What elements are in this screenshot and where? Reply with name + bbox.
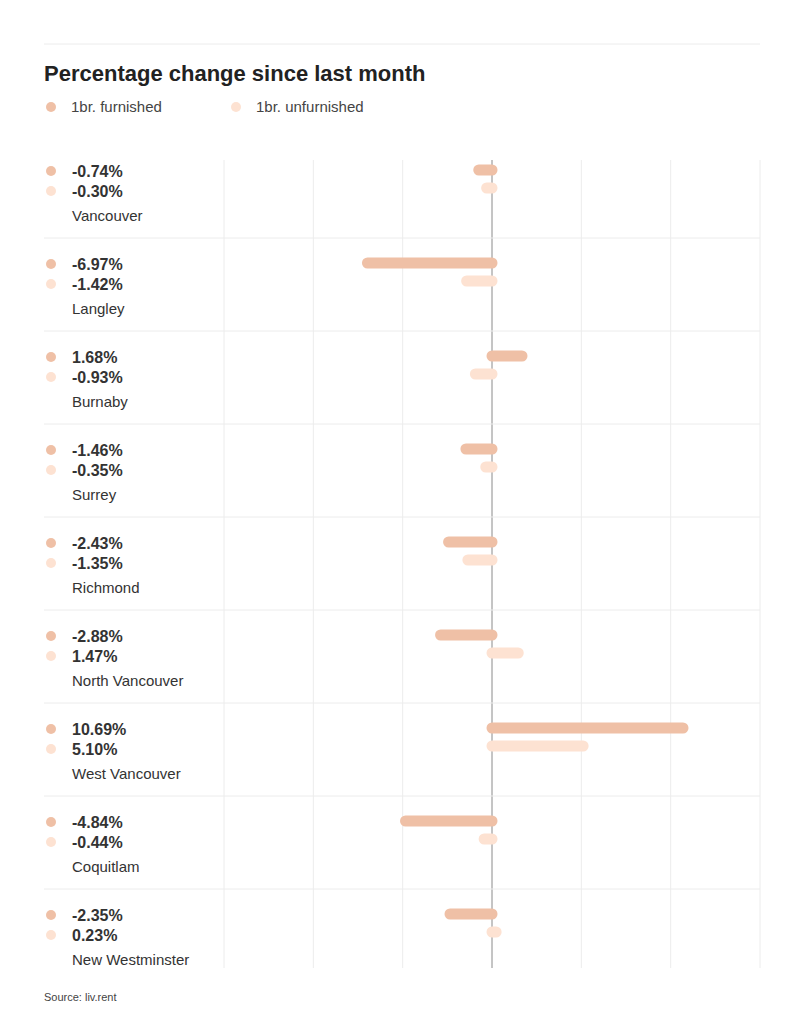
category-label: Richmond bbox=[72, 579, 140, 596]
bar bbox=[492, 927, 496, 938]
bar bbox=[492, 723, 683, 734]
category-label: Vancouver bbox=[72, 207, 143, 224]
grid-line bbox=[313, 160, 314, 968]
label-dot bbox=[46, 465, 56, 475]
label-dot bbox=[46, 352, 56, 362]
label-dot bbox=[46, 558, 56, 568]
row-separator bbox=[44, 517, 760, 518]
row-separator bbox=[44, 238, 760, 239]
category-label: West Vancouver bbox=[72, 765, 181, 782]
data-label: -1.46% bbox=[72, 442, 123, 459]
bar bbox=[484, 834, 492, 845]
row-separator bbox=[44, 796, 760, 797]
bar bbox=[479, 165, 492, 176]
bar bbox=[492, 351, 522, 362]
row-separator bbox=[44, 331, 760, 332]
bar bbox=[467, 276, 492, 287]
label-dot bbox=[46, 651, 56, 661]
grid-line bbox=[581, 160, 582, 968]
data-label: 1.68% bbox=[72, 349, 117, 366]
data-label: -0.30% bbox=[72, 183, 123, 200]
label-dot bbox=[46, 631, 56, 641]
chart: Percentage change since last month 1br. f… bbox=[0, 0, 805, 1024]
source: Source: liv.rent bbox=[44, 991, 117, 1003]
label-dot bbox=[46, 166, 56, 176]
category-label: Surrey bbox=[72, 486, 117, 503]
top-rule bbox=[44, 44, 760, 45]
bar bbox=[406, 816, 492, 827]
legend-label: 1br. unfurnished bbox=[256, 98, 364, 115]
bar bbox=[450, 909, 492, 920]
grid-line bbox=[670, 160, 671, 968]
bar bbox=[466, 444, 492, 455]
data-label: -0.93% bbox=[72, 369, 123, 386]
bars bbox=[367, 170, 683, 932]
label-dot bbox=[46, 186, 56, 196]
row-separator bbox=[44, 610, 760, 611]
label-dot bbox=[46, 279, 56, 289]
grid-line bbox=[402, 160, 403, 968]
category-label: Langley bbox=[72, 300, 125, 317]
label-dot bbox=[46, 817, 56, 827]
data-label: -0.74% bbox=[72, 163, 123, 180]
label-dot bbox=[46, 259, 56, 269]
label-dot bbox=[46, 837, 56, 847]
bar bbox=[475, 369, 492, 380]
bar bbox=[441, 630, 492, 641]
label-dot bbox=[46, 538, 56, 548]
bar bbox=[468, 555, 492, 566]
label-dot bbox=[46, 930, 56, 940]
bar bbox=[449, 537, 492, 548]
data-label: 10.69% bbox=[72, 721, 126, 738]
category-label: Burnaby bbox=[72, 393, 128, 410]
category-label: North Vancouver bbox=[72, 672, 183, 689]
label-dot bbox=[46, 372, 56, 382]
row-separator bbox=[44, 424, 760, 425]
title: Percentage change since last month bbox=[44, 61, 425, 86]
data-label: 5.10% bbox=[72, 741, 117, 758]
legend-swatch bbox=[46, 102, 56, 112]
data-label: -4.84% bbox=[72, 814, 123, 831]
data-label: 0.23% bbox=[72, 927, 117, 944]
grid-line bbox=[224, 160, 225, 968]
legend-label: 1br. furnished bbox=[71, 98, 162, 115]
row-separator bbox=[44, 889, 760, 890]
data-label: -2.35% bbox=[72, 907, 123, 924]
label-dot bbox=[46, 724, 56, 734]
label-dot bbox=[46, 445, 56, 455]
grid-line bbox=[760, 160, 761, 968]
data-label: -6.97% bbox=[72, 256, 123, 273]
label-dot bbox=[46, 744, 56, 754]
data-label: -0.44% bbox=[72, 834, 123, 851]
data-label: -2.43% bbox=[72, 535, 123, 552]
data-label: -1.35% bbox=[72, 555, 123, 572]
data-label: -1.42% bbox=[72, 276, 123, 293]
data-label: -2.88% bbox=[72, 628, 123, 645]
bar bbox=[486, 462, 492, 473]
data-label: -0.35% bbox=[72, 462, 123, 479]
category-label: New Westminster bbox=[72, 951, 189, 968]
bar bbox=[492, 741, 583, 752]
row-separator bbox=[44, 703, 760, 704]
data-label: 1.47% bbox=[72, 648, 117, 665]
legend-swatch bbox=[231, 102, 241, 112]
bar bbox=[492, 648, 518, 659]
category-label: Coquitlam bbox=[72, 858, 140, 875]
bar bbox=[367, 258, 492, 269]
page: {"chart_data": { "type": "bar", "orienta… bbox=[0, 0, 805, 1024]
label-dot bbox=[46, 910, 56, 920]
bar bbox=[487, 183, 492, 194]
